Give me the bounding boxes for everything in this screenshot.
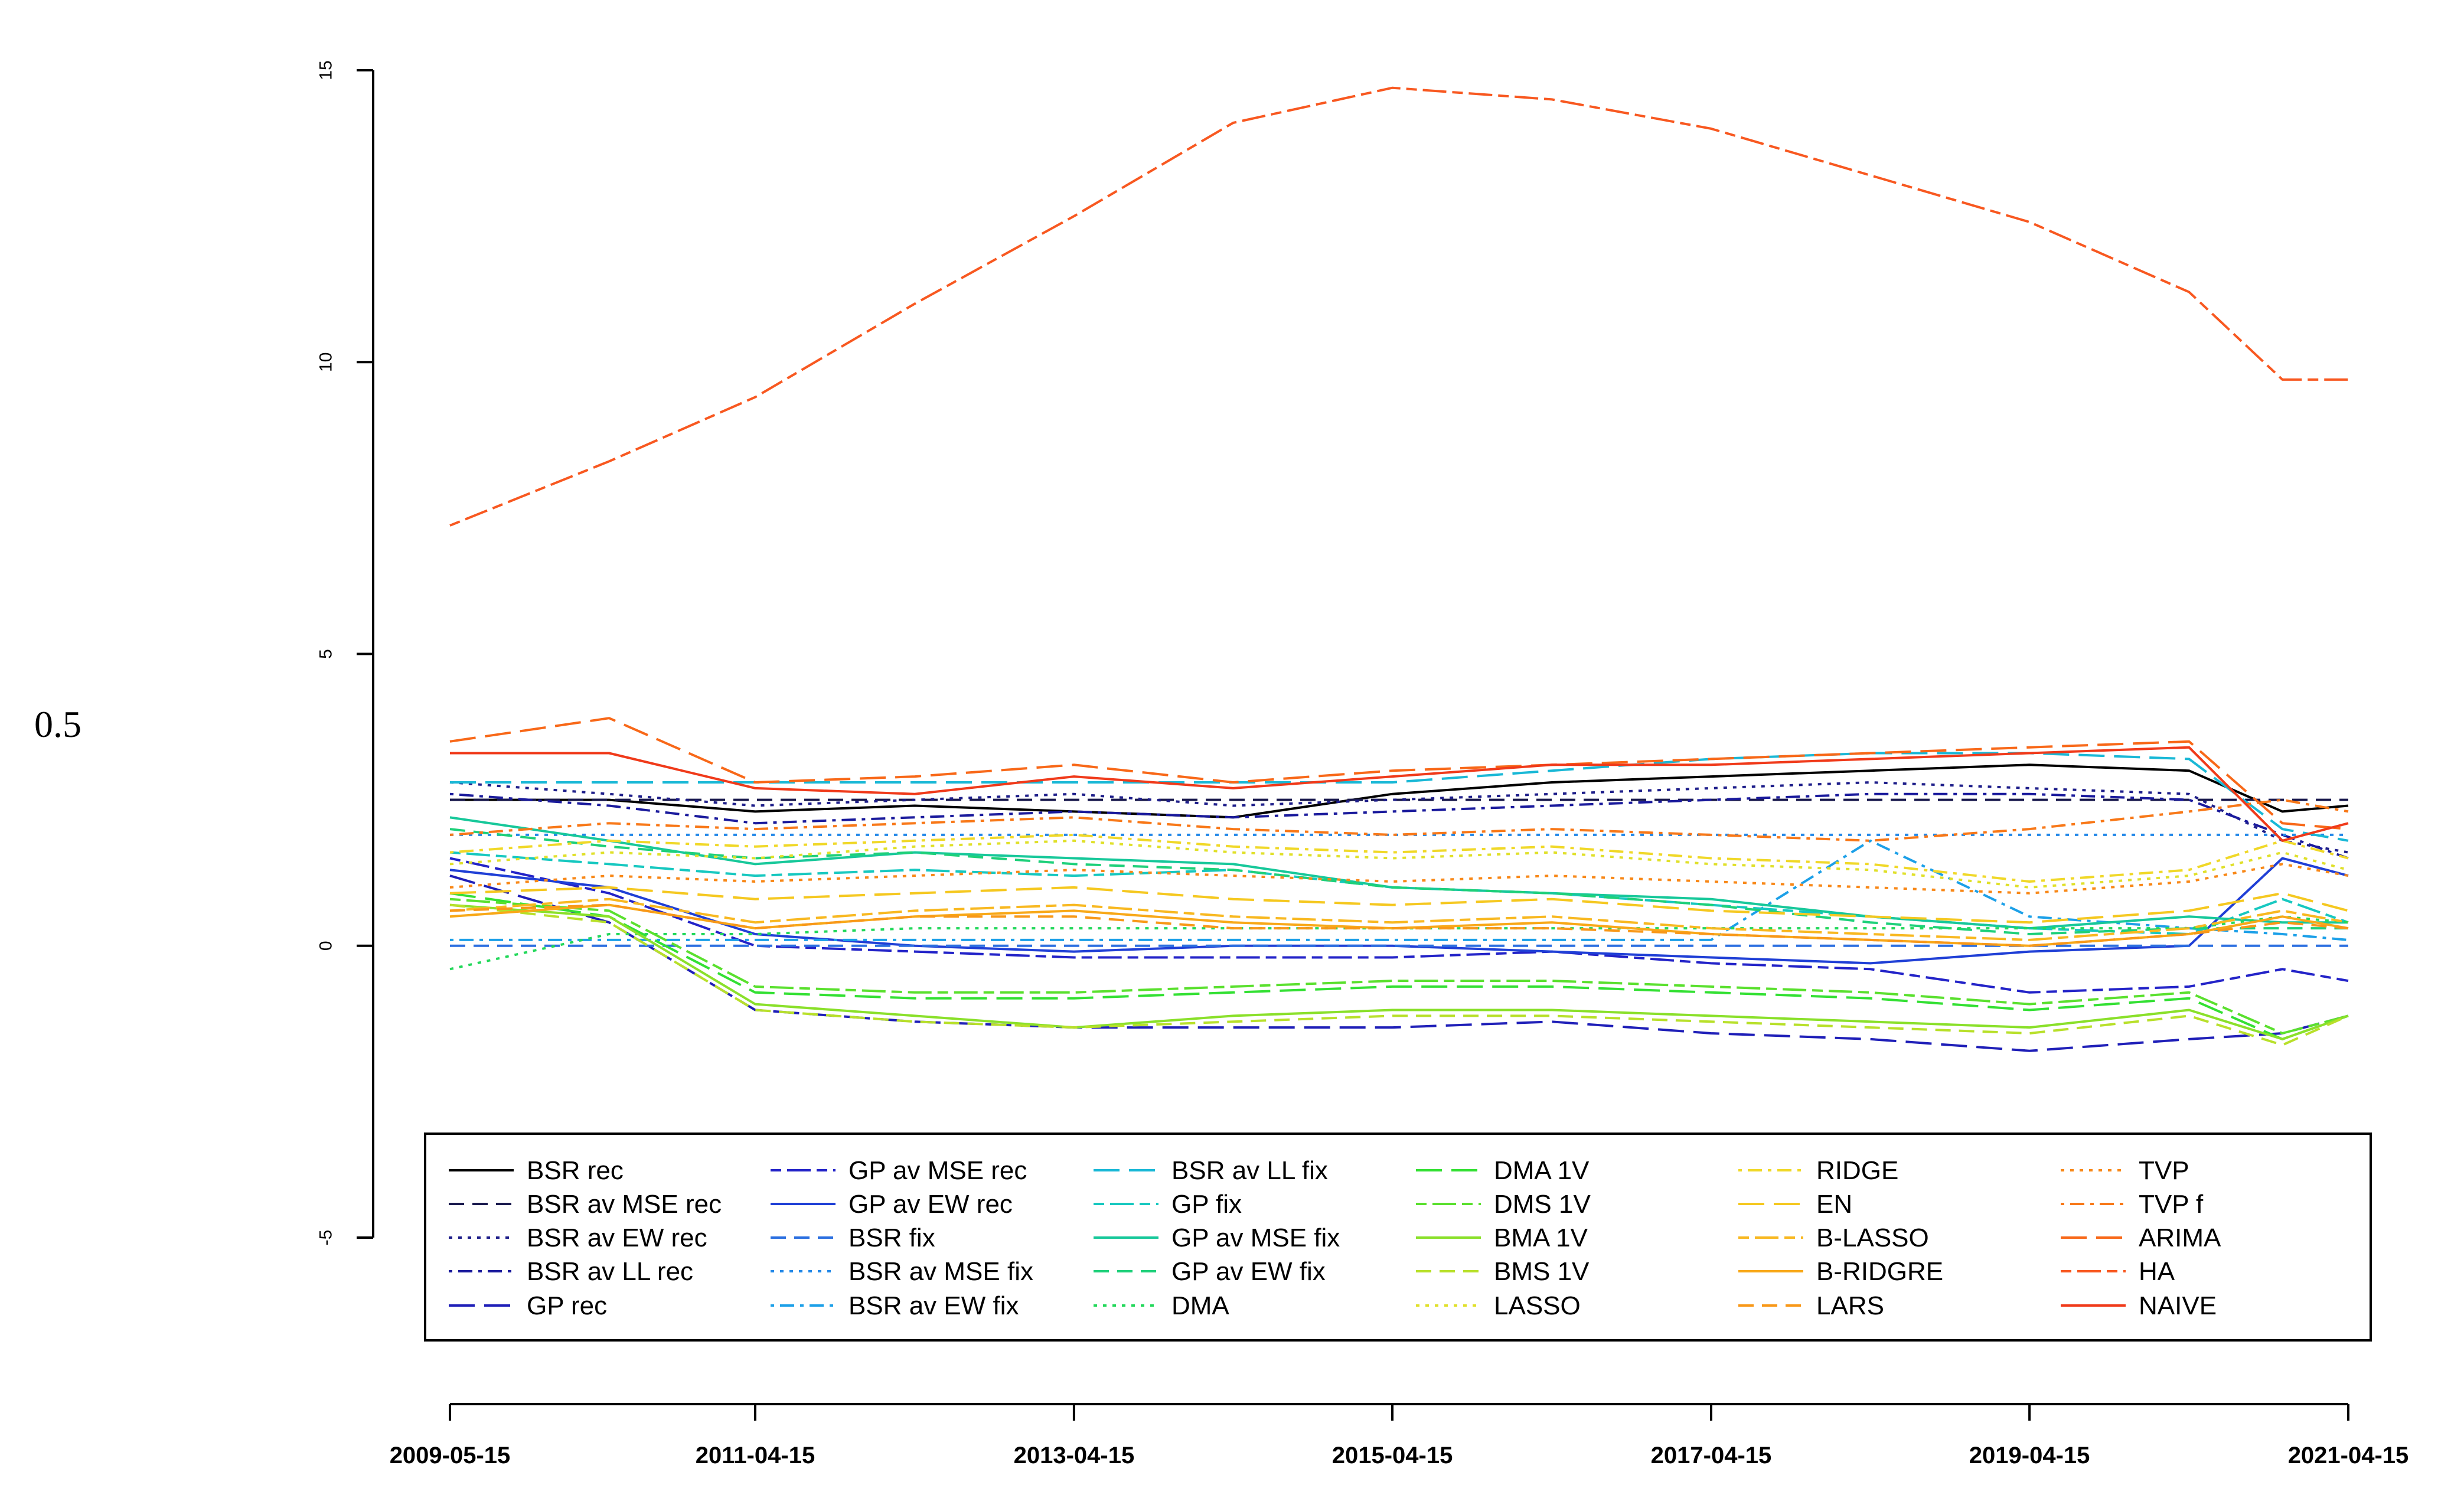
x-tick-label: 2009-05-15: [390, 1442, 511, 1468]
legend-label: GP av EW rec: [848, 1190, 1013, 1219]
series-line-3: [449, 792, 2349, 860]
y-tick-label: 5: [316, 649, 336, 659]
legend-box: [424, 1133, 2372, 1342]
legend-label: GP fix: [1171, 1190, 1242, 1219]
legend-label: BSR fix: [848, 1223, 935, 1252]
series-line-2: [449, 781, 2349, 854]
x-tick-label: 2019-04-15: [1969, 1442, 2090, 1468]
series-line-18: [449, 903, 2349, 1046]
legend-label: HA: [2139, 1257, 2175, 1286]
series-line-0: [450, 763, 2349, 819]
x-tick-label: 2011-04-15: [696, 1442, 815, 1468]
series-line-21: [449, 886, 2349, 924]
series-line-27: [449, 717, 2349, 831]
legend-label: GP av MSE rec: [848, 1156, 1027, 1185]
legend-label: BSR av MSE rec: [527, 1190, 722, 1219]
y-axis: 15 10 5 0 -5: [316, 60, 374, 1245]
legend-label: BSR av EW fix: [848, 1291, 1019, 1320]
legend-label: DMS 1V: [1494, 1190, 1591, 1219]
side-label: 0.5: [34, 703, 81, 745]
x-tick-label: 2013-04-15: [1014, 1442, 1135, 1468]
plot-lines: [449, 86, 2349, 1052]
series-line-29: [450, 746, 2349, 842]
legend-label: BSR av LL fix: [1171, 1156, 1328, 1185]
series-line-26: [449, 798, 2349, 842]
legend-label: BSR av MSE fix: [848, 1257, 1033, 1286]
legend-label: DMA: [1171, 1291, 1229, 1320]
y-tick-label: -5: [316, 1230, 336, 1246]
legend-label: GP av EW fix: [1171, 1257, 1326, 1286]
legend-label: BSR rec: [527, 1156, 624, 1185]
legend-label: BSR av LL rec: [527, 1257, 693, 1286]
series-line-25: [449, 863, 2349, 895]
legend-label: BMS 1V: [1494, 1257, 1590, 1286]
y-tick-label: 15: [316, 60, 336, 80]
series-line-11: [449, 851, 2349, 935]
series-line-9: [450, 839, 2349, 941]
legend-label: LARS: [1816, 1291, 1884, 1320]
legend-label: GP rec: [527, 1291, 607, 1320]
series-line-20: [449, 833, 2349, 883]
legend-label: TVP f: [2139, 1190, 2204, 1219]
y-tick-label: 10: [316, 353, 336, 372]
legend-label: GP av MSE fix: [1171, 1223, 1340, 1252]
legend-label: RIDGE: [1816, 1156, 1898, 1185]
legend: BSR rec BSR av MSE rec BSR av EW rec BSR av…: [424, 1133, 2372, 1342]
series-line-24: [449, 903, 2349, 947]
legend-label: LASSO: [1494, 1291, 1581, 1320]
series-line-16: [449, 898, 2349, 1034]
series-line-17: [449, 903, 2349, 1040]
series-line-28: [449, 86, 2348, 527]
y-tick-label: 0: [316, 941, 336, 951]
x-tick-label: 2015-04-15: [1332, 1442, 1453, 1468]
x-axis: 2009-05-15 2011-04-15 2013-04-15 2015-04-15…: [390, 1403, 2409, 1468]
series-line-19: [449, 839, 2349, 889]
x-tick-label: 2021-04-15: [2288, 1442, 2409, 1468]
legend-label: DMA 1V: [1494, 1156, 1590, 1185]
legend-label: NAIVE: [2139, 1291, 2217, 1320]
legend-label: B-RIDGRE: [1816, 1257, 1943, 1286]
legend-label: BSR av EW rec: [527, 1223, 707, 1252]
x-tick-label: 2017-04-15: [1651, 1442, 1772, 1468]
series-line-15: [449, 892, 2349, 1040]
legend-label: BMA 1V: [1494, 1223, 1588, 1252]
legend-label: ARIMA: [2139, 1223, 2221, 1252]
legend-label: TVP: [2139, 1156, 2189, 1185]
legend-label: EN: [1816, 1190, 1852, 1219]
legend-label: B-LASSO: [1816, 1223, 1929, 1252]
series-line-10: [450, 752, 2349, 842]
